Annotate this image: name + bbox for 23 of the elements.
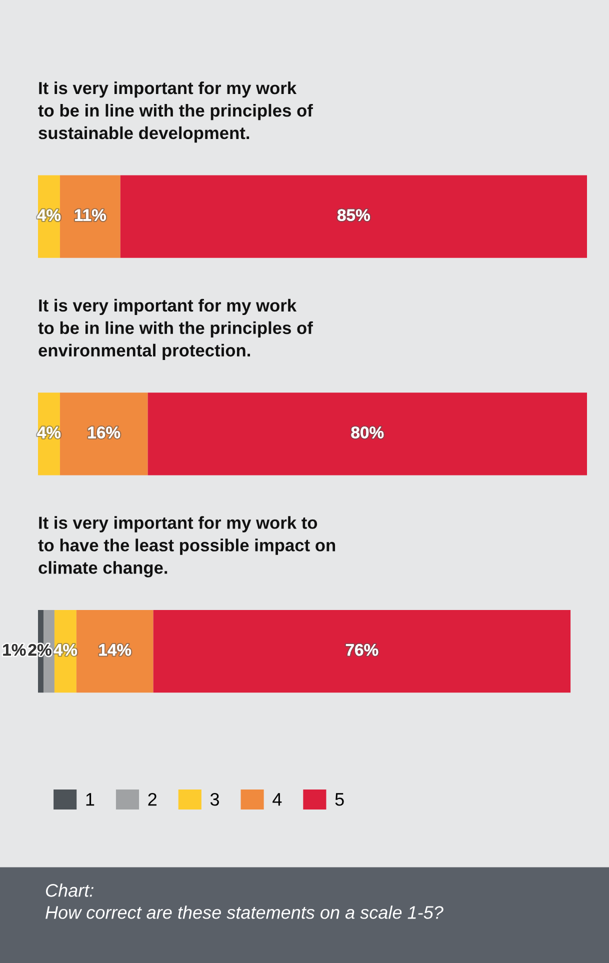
bar xyxy=(60,175,120,258)
data-label: 76% xyxy=(346,644,378,656)
data-label: 1% xyxy=(3,644,26,656)
data-label: 2% xyxy=(28,644,52,656)
y-tick-label: It is very important for my work to to have the least possible impact on climate change. xyxy=(38,516,336,578)
legend-label: 3 xyxy=(210,792,219,806)
data-label: 80% xyxy=(351,426,384,438)
data-label: 11% xyxy=(74,209,106,221)
bar xyxy=(153,610,571,693)
legend-label: 2 xyxy=(148,792,156,806)
legend-label: 4 xyxy=(272,793,282,806)
y-tick-label: It is very important for my work to be in line with the principles of sustainable development. xyxy=(38,81,313,143)
data-label: 16% xyxy=(88,426,120,438)
data-label: 14% xyxy=(99,644,132,656)
bar xyxy=(148,392,587,476)
bar xyxy=(76,610,154,693)
text: Chart: How correct are these statements on a scale 1-5? xyxy=(46,884,444,919)
legend-label: 5 xyxy=(335,793,344,806)
legend-label: 1 xyxy=(86,793,94,806)
data-label: 85% xyxy=(338,209,370,221)
bar xyxy=(120,175,587,258)
y-tick-label: It is very important for my work to be in line with the principles of environmental protection. xyxy=(38,298,313,360)
bar xyxy=(60,392,148,476)
